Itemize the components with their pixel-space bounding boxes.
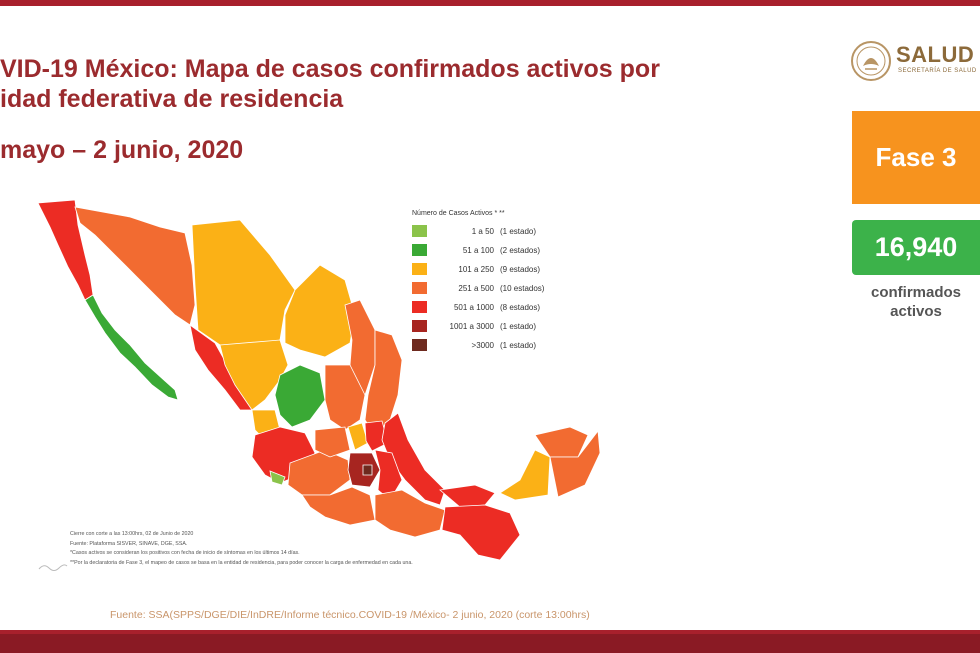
logo-subtitle: SECRETARÍA DE SALUD: [898, 68, 977, 74]
legend-item: 51 a 100 (2 estados): [412, 242, 612, 261]
active-count: 16,940: [852, 220, 980, 275]
legend-item: 1001 a 3000 (1 estado): [412, 318, 612, 337]
footnote-line: *Casos activos se consideran los positiv…: [70, 550, 300, 556]
map-state-cdmx: [362, 464, 373, 476]
legend-swatch: [412, 282, 427, 294]
logo-name: SALUD: [896, 42, 975, 67]
legend-swatch: [412, 225, 427, 237]
legend-swatch: [412, 301, 427, 313]
legend-swatch: [412, 320, 427, 332]
source-text: Fuente: SSA(SPPS/DGE/DIE/InDRE/Informe t…: [110, 609, 590, 621]
legend-range: 501 a 1000: [453, 303, 494, 312]
map-state-sonora: [74, 206, 196, 326]
legend-range: 1 a 50: [471, 227, 494, 236]
page-title-line-2: idad federativa de residencia: [0, 85, 344, 113]
map-state-guanajuato: [314, 426, 351, 458]
legend-title: Número de Casos Activos * **: [412, 210, 505, 217]
legend-item: 501 a 1000 (8 estados): [412, 299, 612, 318]
map-state-zacatecas: [274, 364, 326, 428]
map-state-baja-california-sur: [84, 294, 179, 401]
salud-logo: SALUD SECRETARÍA DE SALUD: [850, 40, 980, 84]
active-label-line-1: confirmados: [870, 284, 961, 301]
legend-range: 1001 a 3000: [449, 322, 495, 331]
map-state-chiapas: [441, 504, 521, 561]
footnote-line: Fuente: Plataforma SISVER, SINAVE, DGE, …: [70, 540, 188, 547]
legend-range: 51 a 100: [462, 246, 494, 255]
legend-item: >3000 (1 estado): [412, 337, 612, 356]
footnote-line: Cierre con corte a las 13:00hrs, 02 de J…: [70, 531, 194, 537]
map-state-san-luis-potosi: [324, 364, 366, 431]
legend-item: 1 a 50 (1 estado): [412, 223, 612, 242]
legend-item: 251 a 500 (10 estados): [412, 280, 612, 299]
map-state-quintana-roo: [549, 429, 601, 498]
eagle-seal-icon: [851, 41, 891, 81]
legend-swatch: [412, 263, 427, 275]
legend-states: (1 estado): [500, 322, 537, 331]
map-state-coahuila: [284, 264, 356, 358]
page-title-line-1: VID-19 México: Mapa de casos confirmados…: [0, 55, 660, 83]
legend-swatch: [412, 244, 427, 256]
legend-swatch: [412, 339, 427, 351]
active-count-label: confirmados activos: [852, 283, 980, 321]
legend-item: 101 a 250 (9 estados): [412, 261, 612, 280]
map-state-chihuahua: [191, 219, 296, 351]
legend-states: (1 estado): [500, 341, 537, 350]
map-state-colima: [269, 470, 286, 486]
active-label-line-2: activos: [890, 303, 942, 320]
date-range: mayo – 2 junio, 2020: [0, 136, 244, 164]
wave-decoration-icon: [38, 564, 68, 571]
phase-badge: Fase 3: [852, 111, 980, 204]
top-accent-bar: [0, 0, 980, 6]
legend-states: (2 estados): [500, 246, 541, 255]
map-legend: Número de Casos Activos * ** 1 a 50 (1 e…: [412, 210, 612, 356]
footnote-line: **Por la declaratoria de Fase 3, el mape…: [70, 559, 413, 566]
map-state-durango: [219, 339, 289, 411]
map-state-yucatan: [534, 426, 589, 458]
page-title: VID-19 México: Mapa de casos confirmados…: [0, 54, 760, 114]
map-state-oaxaca: [374, 489, 446, 538]
map-state-hidalgo: [364, 420, 389, 452]
legend-states: (8 estados): [500, 303, 541, 312]
bottom-accent-bar-inner: [0, 634, 980, 653]
legend-range: 101 a 250: [458, 265, 494, 274]
legend-range: >3000: [471, 341, 494, 350]
legend-states: (1 estado): [500, 227, 537, 236]
footnotes: Cierre con corte a las 13:00hrs, 02 de J…: [70, 530, 610, 568]
mexico-map: [37, 199, 601, 561]
legend-states: (9 estados): [500, 265, 541, 274]
legend-range: 251 a 500: [458, 284, 494, 293]
map-state-tabasco: [439, 484, 496, 508]
legend-states: (10 estados): [500, 284, 545, 293]
map-state-campeche: [499, 449, 551, 501]
